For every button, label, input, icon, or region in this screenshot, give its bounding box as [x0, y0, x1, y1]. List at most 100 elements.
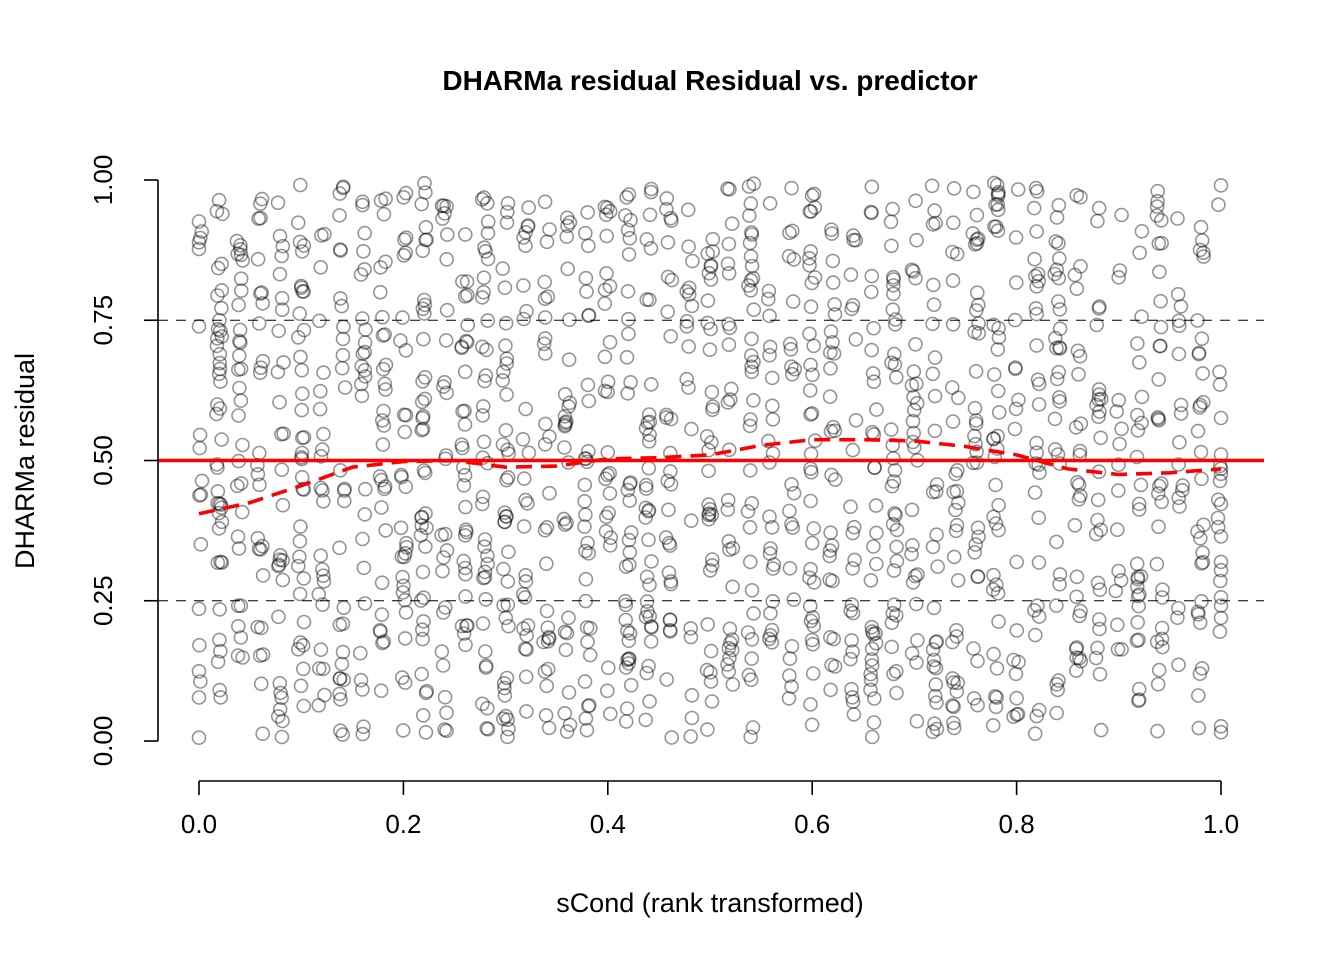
data-point: [663, 574, 679, 589]
data-point: [824, 226, 840, 241]
data-point: [801, 250, 817, 266]
data-point: [212, 346, 228, 362]
data-point: [1213, 529, 1229, 544]
data-point: [741, 179, 757, 194]
data-point: [1131, 496, 1147, 512]
data-point: [725, 540, 741, 556]
data-point: [274, 248, 290, 264]
data-point: [455, 440, 470, 456]
data-point: [336, 483, 352, 498]
data-point: [864, 179, 880, 195]
data-point: [663, 411, 679, 427]
data-point: [435, 658, 451, 673]
data-point: [414, 666, 429, 682]
data-point: [378, 357, 394, 373]
data-point: [212, 632, 227, 648]
data-point: [1131, 693, 1146, 709]
data-point: [254, 285, 270, 300]
data-point: [500, 196, 516, 211]
data-point: [786, 251, 802, 267]
data-point: [763, 605, 778, 621]
data-point: [435, 563, 450, 579]
data-point: [966, 691, 982, 706]
data-point: [845, 228, 861, 243]
data-point: [929, 695, 944, 710]
data-point: [619, 701, 635, 716]
data-point: [705, 399, 721, 414]
data-point: [701, 442, 717, 458]
data-point: [498, 422, 514, 438]
data-point: [478, 368, 494, 383]
data-point: [684, 687, 700, 703]
data-point: [638, 609, 654, 625]
data-point: [417, 369, 433, 385]
data-point: [764, 635, 780, 650]
data-point: [784, 638, 800, 654]
data-point: [598, 471, 613, 487]
data-point: [374, 575, 390, 591]
x-tick-label: 0.0: [181, 809, 217, 839]
data-point: [908, 270, 923, 286]
data-point: [1194, 471, 1209, 487]
data-point: [459, 274, 475, 289]
data-point: [746, 354, 761, 370]
data-point: [1073, 258, 1088, 274]
data-point: [439, 199, 454, 214]
data-point: [415, 408, 431, 424]
data-point: [989, 690, 1005, 705]
data-point: [802, 204, 818, 219]
data-point: [603, 530, 619, 546]
data-point: [1090, 575, 1106, 591]
data-point: [1031, 376, 1047, 392]
data-point: [968, 436, 983, 452]
data-point: [803, 561, 818, 577]
data-point: [661, 502, 676, 518]
data-point: [1195, 545, 1210, 561]
data-point: [725, 677, 741, 692]
data-point: [845, 694, 861, 710]
data-point: [460, 618, 475, 633]
data-point: [761, 631, 777, 647]
data-point: [434, 527, 449, 543]
data-point: [886, 563, 902, 578]
data-point: [662, 622, 678, 638]
data-point: [516, 311, 532, 327]
data-point: [990, 342, 1006, 357]
data-point: [970, 697, 985, 713]
data-point: [681, 239, 696, 254]
data-point: [231, 541, 247, 556]
data-point: [333, 243, 348, 258]
data-point: [1191, 688, 1206, 703]
data-point: [480, 225, 496, 241]
x-axis-title: sCond (rank transformed): [556, 888, 864, 918]
data-point: [396, 578, 411, 594]
data-point: [602, 538, 618, 553]
data-point: [254, 191, 270, 207]
data-point: [1071, 477, 1087, 493]
data-point: [1047, 442, 1063, 457]
data-point: [802, 570, 817, 586]
data-point: [990, 428, 1006, 444]
data-point: [990, 197, 1006, 212]
data-point: [703, 257, 719, 273]
data-point: [250, 466, 266, 482]
data-point: [1006, 652, 1021, 668]
data-point: [398, 605, 414, 620]
data-point: [580, 535, 595, 551]
data-point: [1067, 517, 1083, 533]
x-tick-label: 1.0: [1203, 809, 1239, 839]
data-point: [743, 282, 759, 298]
data-point: [721, 664, 737, 679]
data-point: [333, 291, 348, 306]
data-point: [415, 301, 431, 317]
data-point: [764, 519, 780, 535]
data-point: [296, 429, 312, 445]
data-point: [255, 568, 271, 583]
data-point: [501, 721, 516, 737]
data-point: [783, 341, 799, 357]
data-point: [1192, 242, 1208, 258]
data-point: [844, 689, 860, 705]
data-point: [702, 342, 718, 358]
data-point: [887, 506, 902, 521]
data-point: [537, 291, 553, 307]
